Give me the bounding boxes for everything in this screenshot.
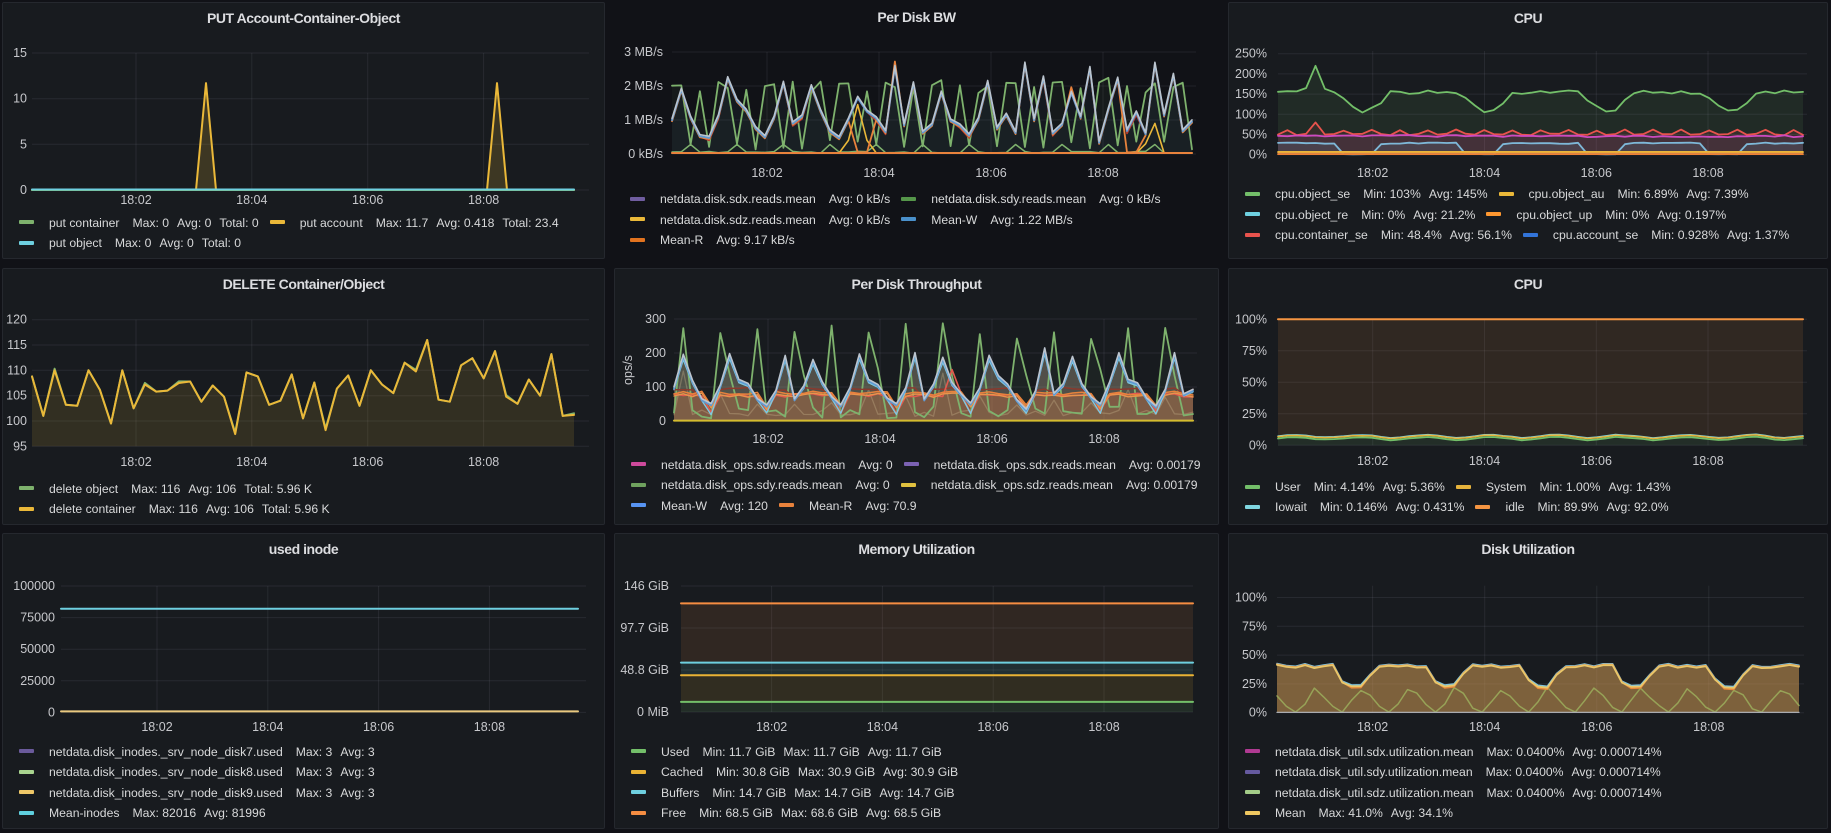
svg-text:18:04: 18:04 — [236, 193, 267, 207]
svg-text:10: 10 — [13, 92, 27, 106]
svg-text:18:06: 18:06 — [1581, 454, 1612, 468]
svg-text:5: 5 — [20, 137, 27, 151]
svg-text:100: 100 — [6, 414, 27, 428]
svg-text:18:08: 18:08 — [1088, 432, 1119, 446]
svg-text:18:08: 18:08 — [468, 455, 499, 469]
svg-text:120: 120 — [6, 313, 27, 327]
svg-text:18:02: 18:02 — [1357, 166, 1388, 180]
svg-text:18:08: 18:08 — [1692, 454, 1723, 468]
svg-text:18:08: 18:08 — [1087, 166, 1118, 180]
svg-text:18:02: 18:02 — [756, 720, 787, 734]
svg-text:0%: 0% — [1249, 148, 1267, 162]
svg-text:0%: 0% — [1249, 706, 1267, 720]
svg-text:1 MB/s: 1 MB/s — [624, 113, 663, 127]
svg-text:18:04: 18:04 — [1469, 720, 1500, 734]
svg-text:0 MiB: 0 MiB — [637, 705, 669, 719]
svg-text:15: 15 — [13, 46, 27, 60]
svg-text:18:08: 18:08 — [468, 193, 499, 207]
svg-text:115: 115 — [7, 338, 27, 352]
svg-text:18:04: 18:04 — [1469, 166, 1500, 180]
svg-text:100: 100 — [645, 380, 666, 394]
svg-text:50%: 50% — [1242, 648, 1267, 662]
svg-text:100%: 100% — [1235, 591, 1267, 605]
svg-text:18:02: 18:02 — [141, 720, 172, 734]
svg-text:200: 200 — [645, 346, 666, 360]
svg-text:200%: 200% — [1235, 67, 1267, 81]
svg-text:95: 95 — [13, 439, 27, 453]
svg-text:18:06: 18:06 — [1581, 166, 1612, 180]
svg-text:18:04: 18:04 — [864, 432, 895, 446]
svg-text:25%: 25% — [1242, 407, 1267, 421]
svg-text:48.8 GiB: 48.8 GiB — [620, 663, 669, 677]
svg-text:18:04: 18:04 — [863, 166, 894, 180]
svg-text:18:04: 18:04 — [867, 720, 898, 734]
svg-text:18:08: 18:08 — [1692, 166, 1723, 180]
svg-text:18:08: 18:08 — [474, 720, 505, 734]
svg-text:75%: 75% — [1242, 344, 1267, 358]
svg-text:100%: 100% — [1235, 312, 1267, 326]
svg-text:18:02: 18:02 — [120, 193, 151, 207]
svg-text:0: 0 — [20, 183, 27, 197]
svg-text:300: 300 — [645, 312, 666, 326]
svg-text:18:02: 18:02 — [1357, 720, 1388, 734]
svg-text:75000: 75000 — [20, 611, 55, 625]
svg-text:150%: 150% — [1235, 87, 1267, 101]
svg-text:0%: 0% — [1249, 438, 1267, 452]
svg-text:75%: 75% — [1242, 619, 1267, 633]
svg-text:105: 105 — [6, 389, 27, 403]
svg-text:18:08: 18:08 — [1088, 720, 1119, 734]
svg-text:2 MB/s: 2 MB/s — [624, 79, 663, 93]
svg-text:97.7 GiB: 97.7 GiB — [620, 621, 669, 635]
svg-text:18:04: 18:04 — [1469, 454, 1500, 468]
svg-text:18:02: 18:02 — [752, 432, 783, 446]
svg-text:0 kB/s: 0 kB/s — [628, 147, 663, 161]
svg-text:100%: 100% — [1235, 107, 1267, 121]
svg-text:18:06: 18:06 — [363, 720, 394, 734]
svg-text:18:06: 18:06 — [975, 166, 1006, 180]
svg-text:18:04: 18:04 — [252, 720, 283, 734]
svg-text:18:06: 18:06 — [978, 720, 1009, 734]
svg-text:3 MB/s: 3 MB/s — [624, 45, 663, 59]
svg-text:18:06: 18:06 — [352, 455, 383, 469]
svg-text:25000: 25000 — [20, 674, 55, 688]
svg-text:146 GiB: 146 GiB — [624, 579, 669, 593]
svg-text:ops/s: ops/s — [621, 355, 635, 385]
svg-text:18:06: 18:06 — [976, 432, 1007, 446]
svg-text:110: 110 — [7, 363, 27, 377]
svg-text:18:06: 18:06 — [352, 193, 383, 207]
svg-text:18:02: 18:02 — [1357, 454, 1388, 468]
svg-text:18:06: 18:06 — [1581, 720, 1612, 734]
svg-text:25%: 25% — [1242, 677, 1267, 691]
svg-text:50%: 50% — [1242, 128, 1267, 142]
svg-text:0: 0 — [48, 705, 55, 719]
svg-text:250%: 250% — [1235, 47, 1267, 61]
svg-text:100000: 100000 — [13, 579, 55, 593]
svg-text:50000: 50000 — [20, 642, 55, 656]
svg-text:0: 0 — [659, 414, 666, 428]
svg-text:18:04: 18:04 — [236, 455, 267, 469]
svg-text:18:02: 18:02 — [751, 166, 782, 180]
svg-text:18:08: 18:08 — [1693, 720, 1724, 734]
svg-text:50%: 50% — [1242, 375, 1267, 389]
svg-text:18:02: 18:02 — [120, 455, 151, 469]
